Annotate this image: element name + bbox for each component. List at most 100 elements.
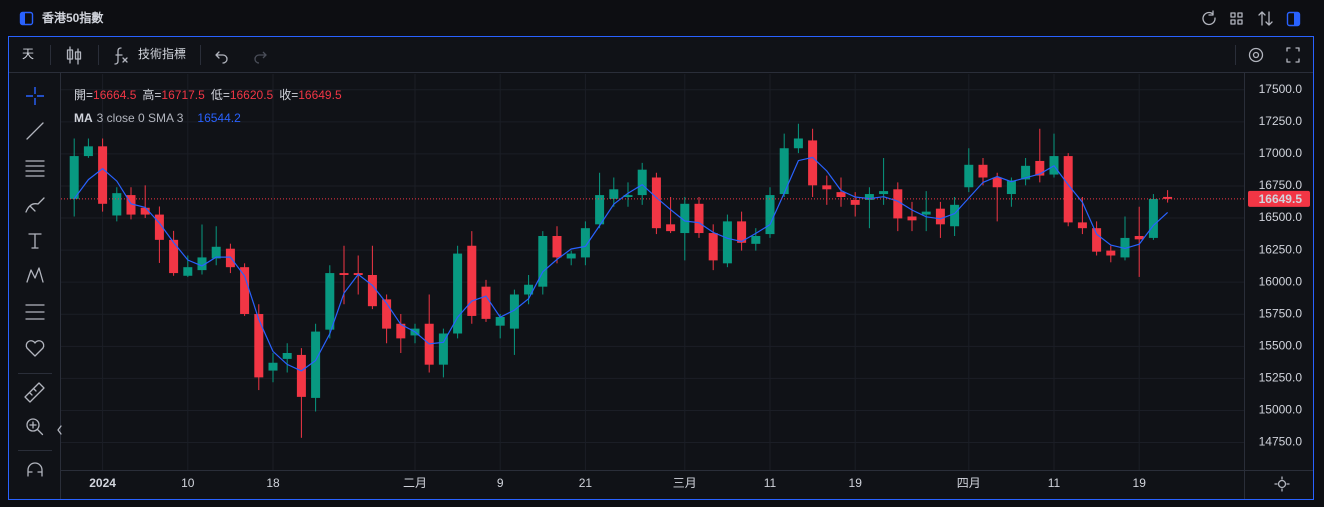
candle-body: [623, 195, 633, 197]
y-tick-label: 14750.0: [1259, 435, 1303, 449]
candle-body: [793, 138, 803, 149]
candle-body: [566, 253, 576, 259]
candle-body: [1148, 198, 1158, 238]
settings-button[interactable]: [1248, 47, 1264, 63]
candle-body: [1077, 222, 1087, 229]
favorites-tool[interactable]: [25, 340, 45, 357]
candle-body: [282, 353, 292, 359]
panel-icon[interactable]: [19, 11, 34, 26]
candle-body: [481, 286, 491, 319]
x-tick-label: 19: [849, 476, 863, 490]
ruler-tool[interactable]: [24, 382, 45, 403]
brush-tool[interactable]: [25, 197, 45, 213]
header-bar: [0, 0, 1324, 36]
candle-body: [98, 146, 108, 204]
redo-button[interactable]: [254, 51, 267, 64]
zoom-tool-detail: [29, 421, 44, 436]
undo-button[interactable]: [215, 51, 228, 64]
candle-body: [169, 239, 179, 274]
projection-tool[interactable]: [25, 304, 45, 320]
y-tick-label: 16750.0: [1259, 178, 1303, 192]
legend-label: 開=: [74, 88, 93, 102]
chart-frame: [8, 36, 1314, 500]
candle-body: [765, 195, 775, 235]
candle-body: [367, 275, 377, 307]
legend-value: 16620.5: [230, 88, 274, 102]
candle-body: [396, 323, 406, 339]
candle-body: [509, 294, 519, 329]
candle-body: [311, 331, 321, 398]
candle-body: [708, 233, 718, 261]
candle-body: [822, 185, 832, 190]
ohlc-legend: 開=16664.5 高=16717.5 低=16620.5 收=16649.5: [74, 87, 342, 102]
y-tick-label: 16500.0: [1259, 210, 1303, 224]
candle-body: [1106, 250, 1116, 256]
candle-body: [893, 189, 903, 219]
candle-body: [850, 199, 860, 205]
candle-body: [211, 246, 221, 259]
fib-tool[interactable]: [25, 160, 45, 177]
candle-body: [737, 221, 747, 243]
candle-body: [1163, 196, 1173, 199]
x-tick-label: 11: [1048, 476, 1061, 490]
indicators-button[interactable]: 技術指標: [138, 46, 186, 61]
candle-body: [992, 177, 1002, 188]
candle-body: [751, 236, 761, 244]
y-tick-label: 15750.0: [1259, 306, 1303, 320]
candle-body: [154, 214, 164, 240]
drawing-tools: [18, 87, 62, 477]
y-tick-label: 15250.0: [1259, 371, 1303, 385]
candle-body: [836, 192, 846, 197]
candle-body: [140, 207, 150, 215]
candle-body: [950, 204, 960, 227]
legend-value: 16717.5: [161, 88, 205, 102]
candle-body: [921, 211, 931, 215]
collapse-tools[interactable]: [57, 425, 62, 435]
refresh-button[interactable]: [1202, 10, 1216, 26]
candle-body: [580, 228, 590, 258]
y-tick-label: 15500.0: [1259, 339, 1303, 353]
indicator-icon[interactable]: [114, 47, 128, 65]
legend-label: 低=: [211, 87, 230, 102]
sidebar-toggle[interactable]: [1286, 11, 1301, 27]
layout-button[interactable]: [1230, 12, 1243, 25]
text-tool[interactable]: [28, 233, 42, 249]
zoom-tool[interactable]: [26, 418, 40, 432]
chart-type-button[interactable]: [66, 46, 82, 65]
y-tick-label: 16250.0: [1259, 242, 1303, 256]
panel-icon-fill: [21, 13, 25, 24]
trend-line-tool[interactable]: [26, 122, 44, 140]
x-tick-label: 二月: [403, 476, 427, 490]
ma-params: 3 close 0 SMA 3: [97, 111, 184, 125]
fullscreen-button[interactable]: [1286, 47, 1300, 63]
legend-label: 高=: [142, 87, 161, 102]
last-price-tag: [1248, 190, 1310, 207]
crosshair-tool[interactable]: [26, 87, 44, 105]
last-price-label: 16649.5: [1259, 192, 1303, 206]
compare-button[interactable]: [1258, 11, 1273, 26]
pattern-tool[interactable]: [26, 267, 44, 283]
candle-body: [438, 333, 448, 365]
legend-value: 16664.5: [93, 88, 137, 102]
magnet-tool[interactable]: [27, 462, 43, 477]
candle-body: [609, 189, 619, 199]
axis-settings[interactable]: [1277, 479, 1287, 489]
candle-body: [339, 273, 349, 275]
x-tick-label: 18: [266, 476, 280, 490]
candle-body: [254, 314, 264, 378]
candle-body: [69, 156, 79, 199]
x-tick-label: 9: [497, 476, 504, 490]
candle-body: [1120, 237, 1130, 258]
candle-body: [1092, 228, 1102, 252]
candle-body: [680, 203, 690, 234]
candle-body: [268, 362, 278, 371]
y-tick-label: 15000.0: [1259, 403, 1303, 417]
sidebar-toggle-fill: [1294, 13, 1299, 25]
x-tick-label: 21: [579, 476, 593, 490]
candle-body: [325, 273, 335, 330]
x-tick-label: 2024: [89, 476, 116, 490]
ma-value: 16544.2: [197, 111, 241, 125]
candle-body: [935, 208, 945, 225]
interval-button[interactable]: 天: [22, 47, 34, 61]
